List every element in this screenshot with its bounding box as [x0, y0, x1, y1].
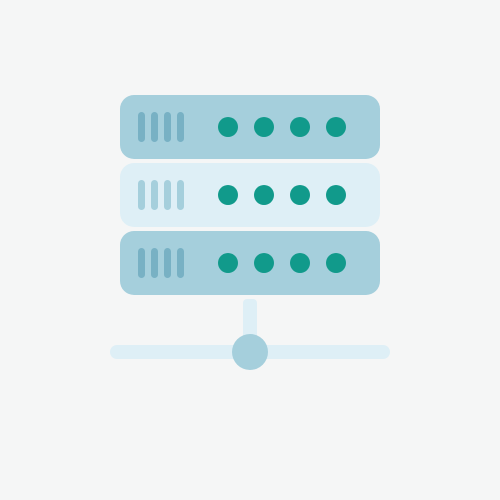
status-led-icon — [290, 253, 310, 273]
status-led-icon — [254, 117, 274, 137]
server-network-icon — [110, 95, 390, 405]
rack-slot — [164, 112, 171, 142]
rack-leds — [218, 253, 346, 273]
status-led-icon — [326, 117, 346, 137]
status-led-icon — [290, 185, 310, 205]
status-led-icon — [254, 253, 274, 273]
status-led-icon — [218, 117, 238, 137]
network-hub-icon — [232, 334, 268, 370]
rack-leds — [218, 185, 346, 205]
status-led-icon — [254, 185, 274, 205]
rack-unit-bottom — [120, 231, 380, 295]
network-connector — [110, 305, 390, 395]
rack-slot — [164, 180, 171, 210]
rack-slot — [151, 180, 158, 210]
status-led-icon — [218, 185, 238, 205]
rack-slot — [151, 112, 158, 142]
rack-slot — [164, 248, 171, 278]
rack-slots — [138, 180, 184, 210]
rack-leds — [218, 117, 346, 137]
status-led-icon — [326, 185, 346, 205]
rack-slot — [177, 180, 184, 210]
status-led-icon — [326, 253, 346, 273]
status-led-icon — [218, 253, 238, 273]
rack-unit-top — [120, 95, 380, 159]
rack-slot — [151, 248, 158, 278]
rack-slot — [138, 248, 145, 278]
rack-slot — [138, 180, 145, 210]
rack-unit-middle — [120, 163, 380, 227]
rack-slot — [138, 112, 145, 142]
status-led-icon — [290, 117, 310, 137]
rack-slots — [138, 248, 184, 278]
rack-slot — [177, 112, 184, 142]
rack-slots — [138, 112, 184, 142]
rack-slot — [177, 248, 184, 278]
